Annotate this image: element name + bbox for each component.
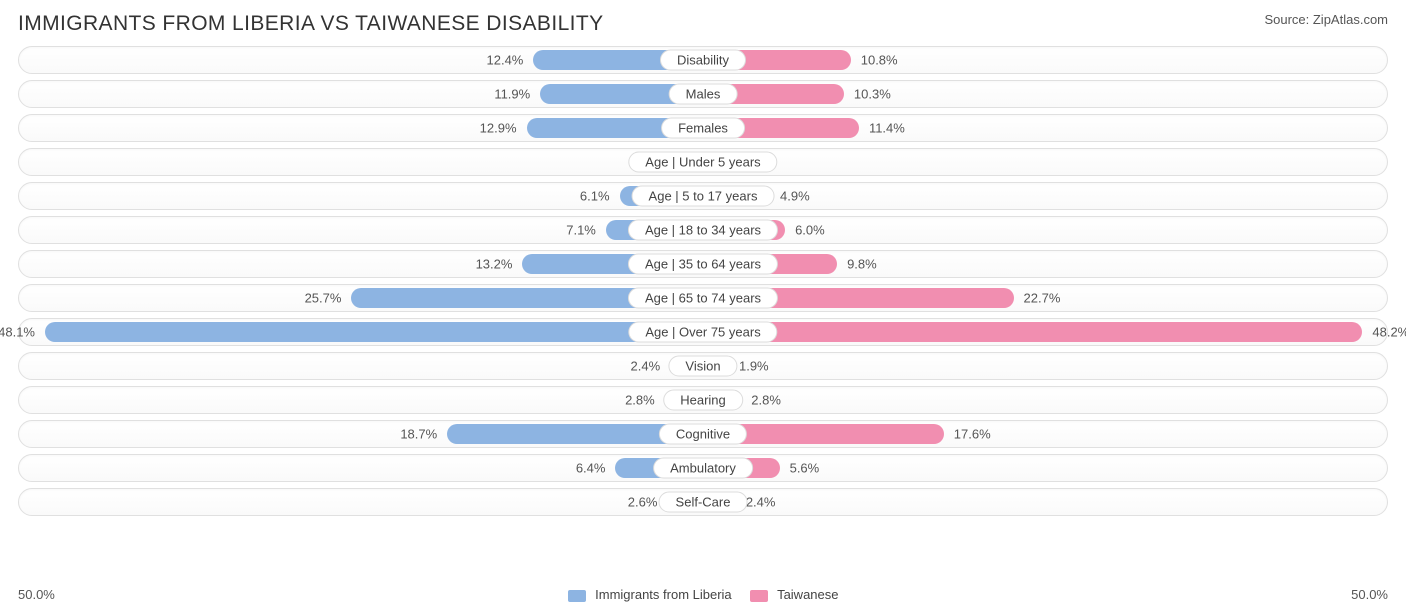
legend-label-right: Taiwanese — [777, 587, 838, 602]
value-right: 10.3% — [854, 87, 891, 102]
bar-row: 2.4% 1.9%Vision — [18, 352, 1388, 380]
chart-header: IMMIGRANTS FROM LIBERIA VS TAIWANESE DIS… — [18, 12, 1388, 36]
bar-row: 48.1%48.2%Age | Over 75 years — [18, 318, 1388, 346]
bar-row: 12.9% 11.4% Females — [18, 114, 1388, 142]
category-label: Males — [669, 84, 738, 105]
bar-row: 2.8% 2.8% Hearing — [18, 386, 1388, 414]
bar-row: 11.9% 10.3% Males — [18, 80, 1388, 108]
axis-left-max: 50.0% — [18, 587, 55, 602]
value-left: 18.7% — [400, 427, 437, 442]
value-left: 11.9% — [494, 87, 530, 102]
chart-source: Source: ZipAtlas.com — [1264, 12, 1388, 27]
category-label: Cognitive — [659, 424, 747, 445]
value-right: 1.9% — [739, 359, 769, 374]
value-left: 6.1% — [580, 189, 610, 204]
value-left: 2.6% — [628, 495, 658, 510]
category-label: Age | 5 to 17 years — [632, 186, 775, 207]
value-left: 7.1% — [566, 223, 596, 238]
value-right: 48.2% — [1372, 325, 1406, 340]
category-label: Age | 18 to 34 years — [628, 220, 778, 241]
chart-footer: 50.0% Immigrants from Liberia Taiwanese … — [18, 587, 1388, 602]
category-label: Disability — [660, 50, 746, 71]
value-left: 12.9% — [480, 121, 517, 136]
legend-item-left: Immigrants from Liberia — [568, 587, 732, 602]
value-right: 4.9% — [780, 189, 810, 204]
category-label: Self-Care — [659, 492, 748, 513]
chart-container: IMMIGRANTS FROM LIBERIA VS TAIWANESE DIS… — [0, 0, 1406, 612]
legend-item-right: Taiwanese — [750, 587, 839, 602]
bar-right — [703, 322, 1362, 342]
value-right: 5.6% — [790, 461, 820, 476]
bar-left — [45, 322, 703, 342]
value-right: 17.6% — [954, 427, 991, 442]
category-label: Hearing — [663, 390, 743, 411]
category-label: Age | Under 5 years — [628, 152, 777, 173]
bar-row: 2.6% 2.4%Self-Care — [18, 488, 1388, 516]
value-left: 6.4% — [576, 461, 606, 476]
bar-row: 6.4% 5.6% Ambulatory — [18, 454, 1388, 482]
category-label: Ambulatory — [653, 458, 753, 479]
category-label: Age | 35 to 64 years — [628, 254, 778, 275]
category-label: Females — [661, 118, 745, 139]
bar-row: 1.4%1.3%Age | Under 5 years — [18, 148, 1388, 176]
bar-row: 7.1% 6.0% Age | 18 to 34 years — [18, 216, 1388, 244]
bar-row: 25.7% 22.7% Age | 65 to 74 years — [18, 284, 1388, 312]
legend-swatch-right — [750, 590, 768, 602]
bar-row: 12.4% 10.8% Disability — [18, 46, 1388, 74]
value-right: 11.4% — [869, 121, 905, 136]
chart-title: IMMIGRANTS FROM LIBERIA VS TAIWANESE DIS… — [18, 12, 604, 36]
legend: Immigrants from Liberia Taiwanese — [568, 587, 839, 602]
value-right: 2.8% — [751, 393, 781, 408]
value-left: 48.1% — [0, 325, 35, 340]
value-right: 6.0% — [795, 223, 825, 238]
axis-right-max: 50.0% — [1351, 587, 1388, 602]
value-left: 2.8% — [625, 393, 655, 408]
category-label: Age | Over 75 years — [628, 322, 777, 343]
value-left: 25.7% — [305, 291, 342, 306]
value-left: 12.4% — [487, 53, 524, 68]
value-right: 9.8% — [847, 257, 877, 272]
value-right: 10.8% — [861, 53, 898, 68]
value-left: 2.4% — [631, 359, 661, 374]
legend-swatch-left — [568, 590, 586, 602]
bar-row: 6.1% 4.9% Age | 5 to 17 years — [18, 182, 1388, 210]
value-right: 2.4% — [746, 495, 776, 510]
legend-label-left: Immigrants from Liberia — [595, 587, 732, 602]
value-left: 13.2% — [476, 257, 513, 272]
value-right: 22.7% — [1024, 291, 1061, 306]
category-label: Age | 65 to 74 years — [628, 288, 778, 309]
bar-row: 13.2% 9.8% Age | 35 to 64 years — [18, 250, 1388, 278]
bar-row: 18.7% 17.6% Cognitive — [18, 420, 1388, 448]
chart-rows: 12.4% 10.8% Disability 11.9% 10.3% Males 12.9%… — [18, 46, 1388, 579]
category-label: Vision — [668, 356, 737, 377]
